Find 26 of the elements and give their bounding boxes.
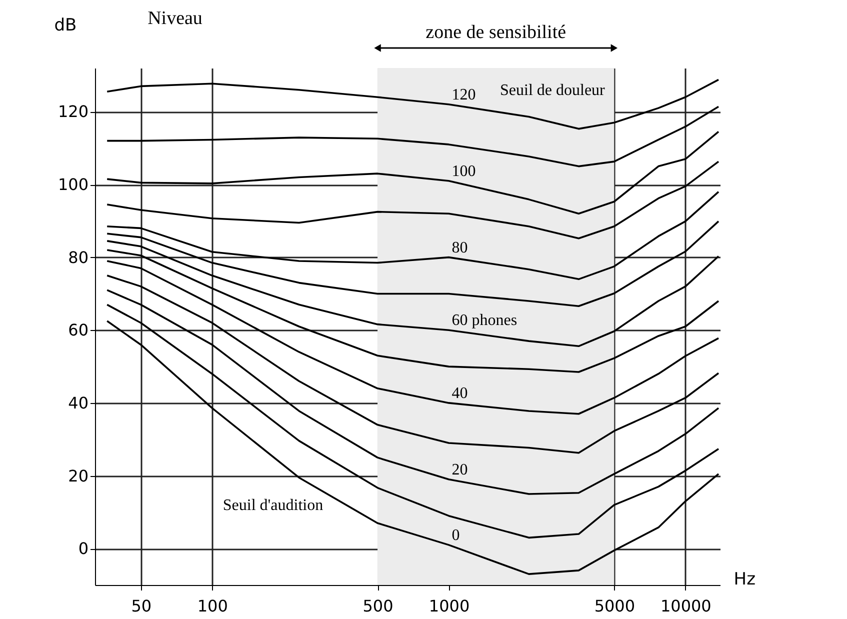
text: Niveau [148,8,203,29]
x-tick-label: 10000 [660,596,712,616]
band-label: zone de sensibilité [426,22,566,43]
series-label: 0 [452,526,460,544]
x-tick-label: 50 [131,596,152,616]
annotation: Seuil d'audition [222,497,324,514]
y-tick-label: 120 [58,102,88,122]
y-tick-label: 60 [68,320,88,340]
x-tick-label: 100 [197,596,228,616]
annotation: Seuil de douleur [500,82,606,99]
x-tick-label: 500 [362,596,394,616]
series-label: 80 [452,239,468,256]
series-label: 20 [452,461,468,478]
x-axis-title: Hz [734,570,756,590]
series-label: 120 [452,86,476,104]
y-axis-title: dB [54,16,77,36]
series-label: 60 phones [452,312,518,330]
y-tick-label: 80 [68,248,88,267]
series-label: 100 [452,162,476,180]
x-tick-label: 5000 [594,596,636,616]
y-tick-label: 20 [68,466,88,486]
series-label: 40 [452,384,468,402]
y-tick-label: 40 [68,393,88,412]
y-tick-label: 0 [78,539,88,558]
y-tick-label: 100 [58,175,88,194]
x-tick-label: 1000 [428,596,470,616]
